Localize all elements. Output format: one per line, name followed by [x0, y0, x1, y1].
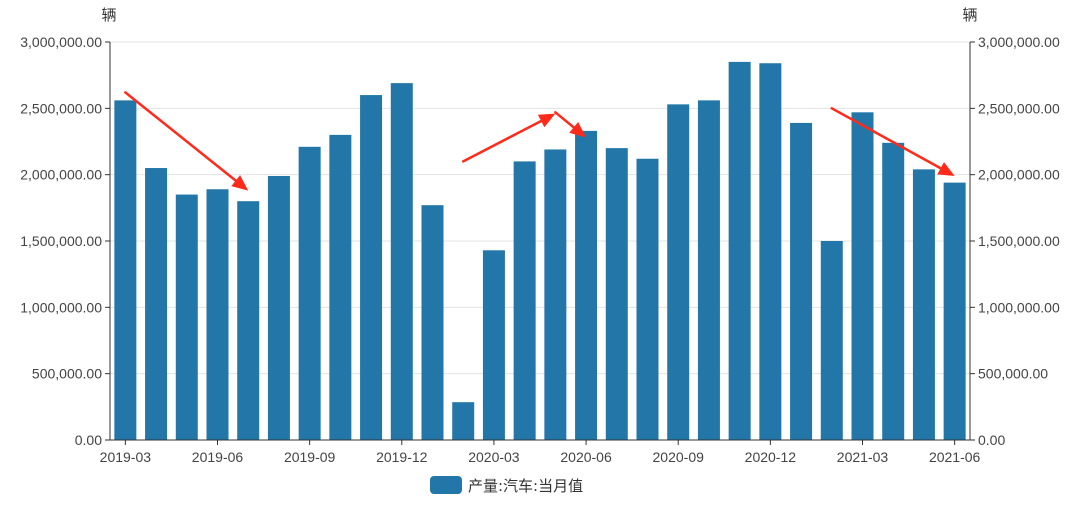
bar[interactable] [267, 175, 290, 440]
bar[interactable] [697, 100, 720, 440]
bar[interactable] [237, 201, 260, 440]
annotation-arrow [124, 91, 249, 191]
y-left-tick-label: 2,500,000.00 [20, 100, 102, 116]
bar[interactable] [575, 130, 598, 441]
bar[interactable] [452, 402, 475, 440]
bar[interactable] [943, 182, 966, 441]
bar[interactable] [298, 146, 321, 440]
y-right-tick-label: 2,500,000.00 [978, 100, 1060, 116]
y-right-tick-label: 1,500,000.00 [978, 233, 1060, 249]
bar[interactable] [636, 158, 659, 440]
legend[interactable]: 产量:汽车:当月值 [430, 476, 583, 495]
y-right-unit-label: 辆 [962, 6, 977, 24]
x-tick-label: 2021-06 [929, 449, 981, 465]
y-left-tick-label: 3,000,000.00 [20, 34, 102, 50]
y-left-tick-label: 500,000.00 [32, 366, 102, 382]
x-tick-label: 2020-03 [468, 449, 520, 465]
bar[interactable] [912, 169, 935, 441]
x-tick-label: 2019-06 [192, 449, 244, 465]
bar[interactable] [390, 83, 413, 441]
bar[interactable] [513, 161, 536, 440]
bar[interactable] [360, 95, 383, 441]
bar[interactable] [820, 241, 843, 440]
bar[interactable] [329, 134, 352, 440]
x-tick-label: 2019-09 [284, 449, 336, 465]
bar[interactable] [482, 250, 505, 440]
x-tick-label: 2020-12 [745, 449, 797, 465]
y-left-tick-label: 1,000,000.00 [20, 299, 102, 315]
legend-swatch[interactable] [430, 476, 462, 494]
y-right-tick-label: 500,000.00 [978, 366, 1048, 382]
y-right-tick-label: 1,000,000.00 [978, 299, 1060, 315]
y-right-tick-label: 2,000,000.00 [978, 167, 1060, 183]
y-right-tick-label: 0.00 [978, 432, 1005, 448]
bar[interactable] [851, 112, 874, 441]
bar[interactable] [421, 205, 444, 440]
annotation-arrow [554, 111, 587, 138]
x-tick-label: 2019-12 [376, 449, 428, 465]
annotation-arrow [830, 107, 955, 176]
bar[interactable] [114, 100, 137, 440]
y-left-tick-label: 2,000,000.00 [20, 167, 102, 183]
y-left-tick-label: 1,500,000.00 [20, 233, 102, 249]
axes: 0.00 0.00 500,000.00 500,000.00 1,000,000.00… [20, 6, 1060, 465]
bar[interactable] [605, 148, 628, 440]
bar[interactable] [759, 63, 782, 441]
bar[interactable] [882, 142, 905, 440]
x-tick-label: 2020-06 [560, 449, 612, 465]
bar[interactable] [667, 104, 690, 440]
bars [114, 61, 966, 441]
x-tick-label: 2021-03 [837, 449, 889, 465]
x-tick-label: 2020-09 [653, 449, 705, 465]
y-left-tick-label: 0.00 [75, 432, 102, 448]
annotations [124, 91, 955, 191]
x-tick-label: 2019-03 [100, 449, 152, 465]
legend-label[interactable]: 产量:汽车:当月值 [468, 477, 583, 495]
bar[interactable] [544, 149, 567, 440]
bar[interactable] [206, 189, 229, 440]
y-left-unit-label: 辆 [101, 6, 116, 24]
annotation-arrow [461, 113, 556, 163]
bar[interactable] [145, 168, 168, 441]
y-right-tick-label: 3,000,000.00 [978, 34, 1060, 50]
bar[interactable] [175, 194, 198, 440]
bar[interactable] [790, 122, 813, 440]
bar[interactable] [728, 61, 751, 441]
